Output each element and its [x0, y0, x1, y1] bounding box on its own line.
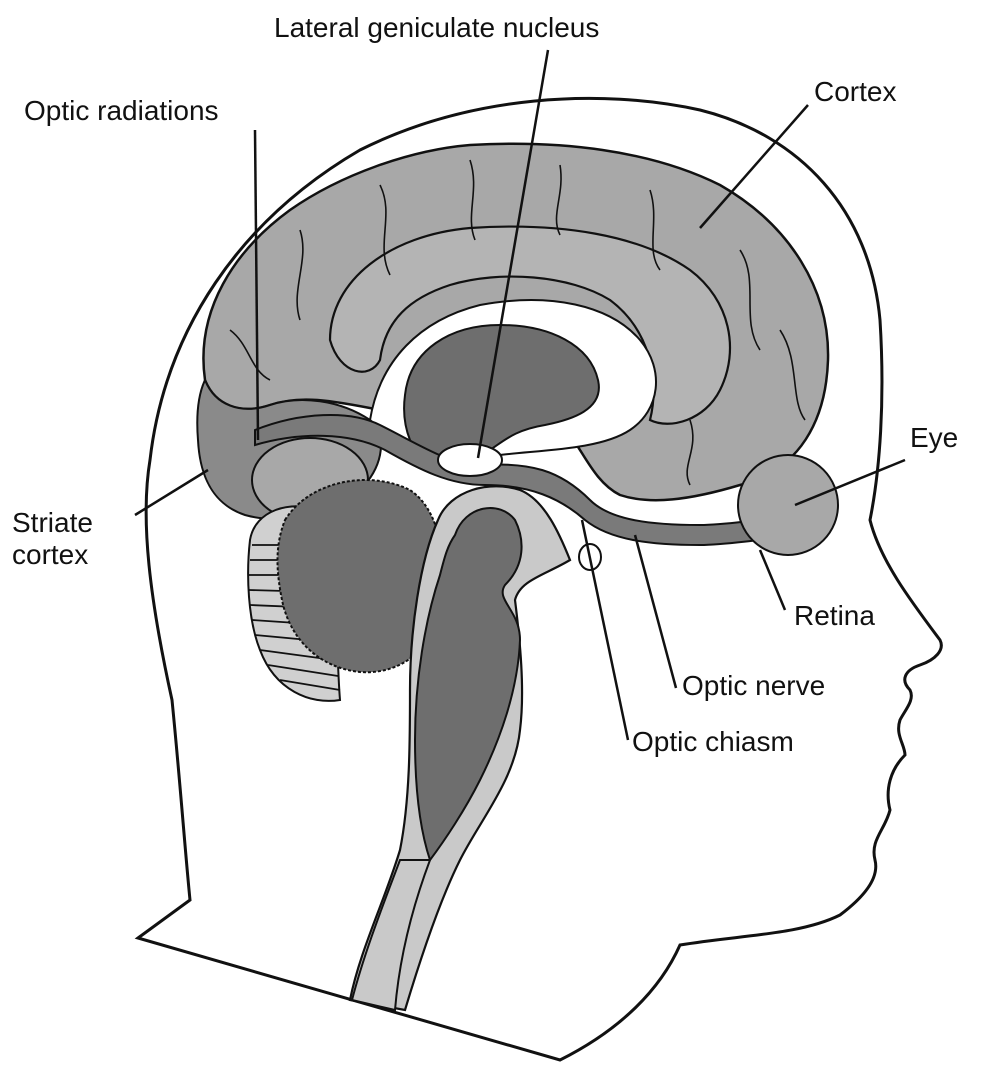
label-striate-cortex: Striate cortex [10, 507, 95, 572]
leader-optic-radiations [253, 129, 260, 441]
label-optic-nerve: Optic nerve [680, 670, 828, 703]
leader-lgn [476, 49, 550, 459]
lgn-nucleus [437, 443, 503, 477]
brainstem-inner [413, 507, 523, 863]
label-optic-chiasm: Optic chiasm [630, 726, 796, 759]
leader-optic-nerve [633, 534, 678, 689]
label-lateral-geniculate-nucleus: Lateral geniculate nucleus [272, 12, 602, 45]
cingulate-gyrus [328, 225, 732, 425]
optic-chiasm-marker [578, 543, 602, 571]
label-retina: Retina [792, 600, 877, 633]
spinal-cord [350, 859, 432, 1012]
label-optic-radiations: Optic radiations [22, 95, 221, 128]
cortex-sulci [229, 159, 806, 486]
eye-globe [737, 454, 839, 556]
leader-lines [134, 49, 906, 741]
leader-cortex [699, 104, 809, 229]
leader-striate [134, 468, 209, 517]
label-eye: Eye [908, 422, 961, 455]
leader-retina [758, 549, 787, 611]
leader-optic-chiasm [580, 519, 630, 741]
label-cortex: Cortex [812, 76, 899, 109]
leader-eye [794, 458, 906, 507]
